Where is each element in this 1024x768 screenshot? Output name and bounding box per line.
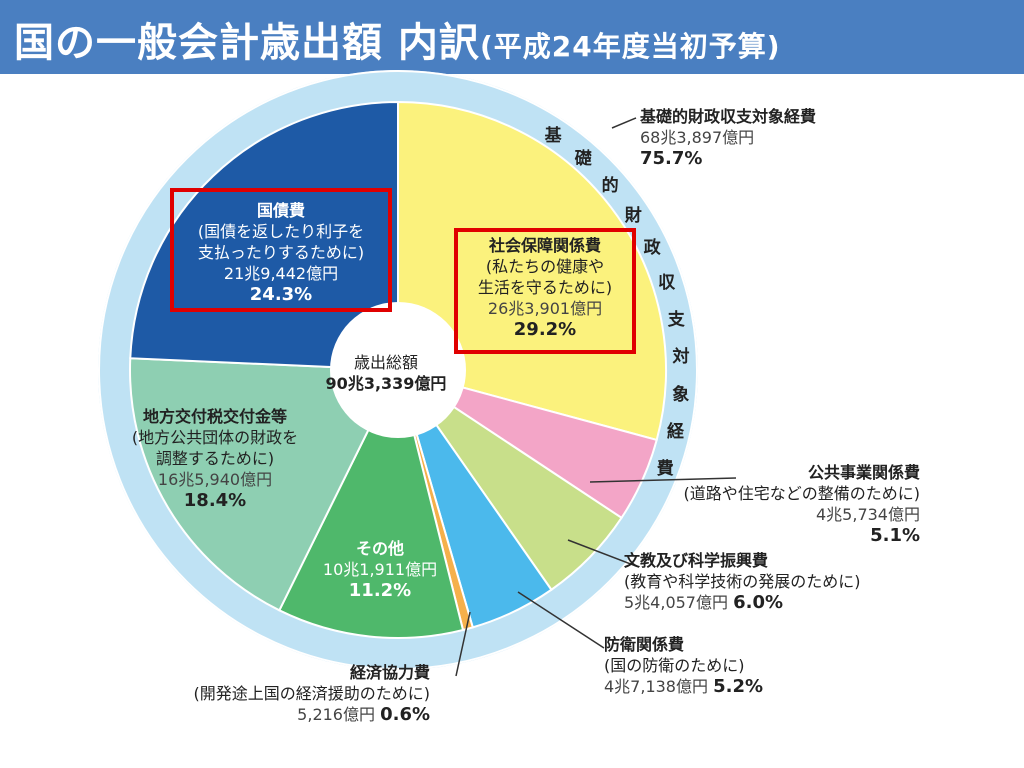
title-main: 国の一般会計歳出額 内訳: [14, 20, 480, 66]
slice-note: (国の防衛のために): [604, 656, 745, 675]
slice-note: 調整するために): [155, 449, 275, 468]
group-name: 基礎的財政収支対象経費: [640, 107, 817, 126]
slice-amount: 5兆4,057億円: [624, 593, 728, 612]
pie-slice-7: [129, 357, 400, 612]
slice-label-local-allocation: 地方交付税交付金等 (地方公共団体の財政を 調整するために) 16兆5,940億…: [110, 406, 320, 511]
slice-name: 地方交付税交付金等: [142, 407, 287, 426]
ring-label-char: 象: [672, 384, 690, 405]
ring-label-char: 費: [656, 458, 674, 479]
slice-amount: 21兆9,442億円: [223, 264, 339, 283]
slice-name: 防衛関係費: [604, 635, 685, 654]
slice-note: (開発途上国の経済援助のために): [193, 684, 431, 703]
slice-label-defense: 防衛関係費 (国の防衛のために) 4兆7,138億円 5.2%: [604, 634, 763, 697]
leader-economic: [455, 611, 471, 677]
leader-education: [567, 539, 637, 567]
slice-amount: 5,216億円: [297, 705, 375, 724]
slice-amount: 10兆1,911億円: [322, 560, 438, 579]
title-bar: [0, 0, 1024, 74]
slice-percent: 24.3%: [249, 284, 313, 305]
slice-note: (地方公共団体の財政を: [131, 428, 299, 447]
center-hole: [330, 302, 466, 438]
center-total: 歳出総額 90兆3,339億円: [316, 352, 456, 394]
ring-label-char: 政: [643, 238, 661, 259]
slice-note: (道路や住宅などの整備のために): [683, 484, 921, 503]
leader-public-works: [589, 477, 737, 483]
leader-group: [611, 117, 637, 129]
slice-label-public-works: 公共事業関係費 (道路や住宅などの整備のために) 4兆5,734億円 5.1%: [620, 462, 921, 546]
slice-label-social-security: 社会保障関係費 (私たちの健康や 生活を守るために) 26兆3,901億円 29…: [458, 235, 632, 340]
leader-defense: [517, 591, 605, 649]
pie-slice-8: [129, 100, 399, 372]
slice-name: 国債費: [256, 201, 305, 220]
slice-name: 文教及び科学振興費: [624, 551, 769, 570]
slice-percent: 11.2%: [348, 580, 412, 601]
group-label: 基礎的財政収支対象経費 68兆3,897億円 75.7%: [640, 106, 816, 169]
group-percent: 75.7%: [640, 148, 703, 169]
ring-label-char: 支: [667, 309, 685, 330]
slice-name: 経済協力費: [349, 663, 430, 682]
slice-note: (教育や科学技術の発展のために): [624, 572, 861, 591]
ring-label-char: 礎: [574, 149, 592, 170]
slice-name: その他: [355, 539, 404, 558]
page-title: 国の一般会計歳出額 内訳(平成24年度当初予算): [14, 10, 781, 68]
slice-label-education: 文教及び科学振興費 (教育や科学技術の発展のために) 5兆4,057億円 6.0…: [624, 550, 861, 613]
ring-label-char: 収: [658, 273, 676, 294]
ring-label-char: 経: [667, 422, 684, 443]
slice-amount: 16兆5,940億円: [157, 470, 273, 489]
highlight-box-debt: [170, 188, 392, 312]
pie-slice-1: [397, 100, 667, 442]
ring-label-char: 財: [624, 205, 642, 226]
highlight-box-social-security: [454, 228, 636, 354]
slice-note: (国債を返したり利子を: [197, 222, 365, 241]
slice-amount: 26兆3,901億円: [487, 299, 603, 318]
slice-note: 生活を守るために): [477, 278, 613, 297]
title-sub: (平成24年度当初予算): [479, 30, 781, 63]
slice-note: (私たちの健康や: [485, 257, 605, 276]
slice-amount: 4兆5,734億円: [816, 505, 920, 524]
slice-percent: 29.2%: [513, 319, 577, 340]
slice-name: 社会保障関係費: [488, 236, 601, 255]
slice-label-debt: 国債費 (国債を返したり利子を 支払ったりするために) 21兆9,442億円 2…: [174, 200, 388, 305]
slice-percent: 0.6%: [380, 704, 430, 725]
slice-percent: 5.2%: [713, 676, 764, 697]
ring-label-char: 対: [672, 347, 690, 367]
pie-slice-6: [278, 367, 465, 639]
ring-label-char: 基: [544, 126, 562, 147]
slice-percent: 18.4%: [183, 490, 247, 511]
ring-label-char: 的: [601, 175, 619, 196]
slice-percent: 5.1%: [870, 525, 920, 546]
slice-name: 公共事業関係費: [807, 463, 920, 482]
outer-ring-edge: [98, 70, 698, 670]
center-label: 歳出総額: [353, 353, 418, 372]
slice-label-other: その他 10兆1,911億円 11.2%: [310, 538, 450, 601]
center-value: 90兆3,339億円: [325, 374, 447, 393]
slice-label-economic-cooperation: 経済協力費 (開発途上国の経済援助のために) 5,216億円 0.6%: [130, 662, 431, 725]
group-amount: 68兆3,897億円: [640, 128, 755, 147]
slice-percent: 6.0%: [733, 592, 784, 613]
slice-amount: 4兆7,138億円: [604, 677, 708, 696]
slice-note: 支払ったりするために): [197, 243, 365, 262]
